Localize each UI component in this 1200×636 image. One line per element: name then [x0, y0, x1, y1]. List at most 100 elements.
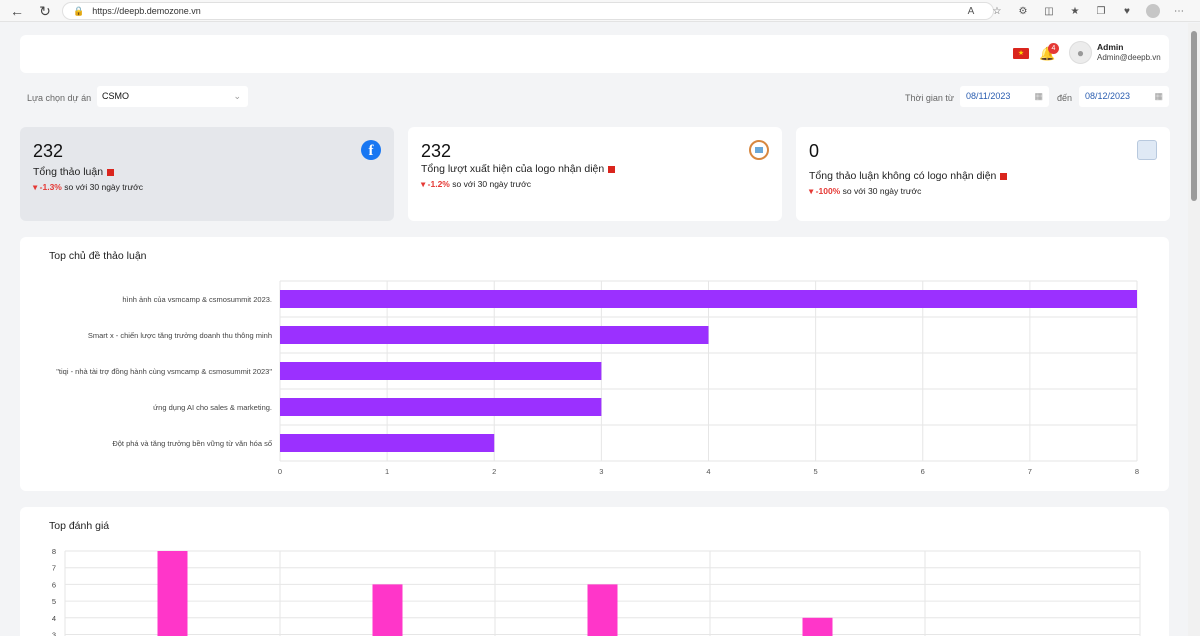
- project-label: Lựa chọn dự án: [27, 93, 92, 103]
- date-to-value: 08/12/2023: [1085, 91, 1131, 101]
- stat-change: ▾ -1.3% so với 30 ngày trước: [33, 182, 143, 193]
- read-aloud-icon[interactable]: A: [967, 5, 975, 17]
- x-tick-label: 0: [278, 467, 282, 476]
- y-tick-label: 6: [52, 580, 56, 589]
- document-icon: [1137, 140, 1157, 160]
- stat-change: ▾ -1.2% so với 30 ngày trước: [421, 179, 531, 190]
- y-tick-label: 5: [52, 597, 56, 606]
- topic-bar[interactable]: [280, 398, 602, 416]
- date-from-value: 08/11/2023: [966, 91, 1011, 101]
- info-flag-icon: [608, 165, 616, 173]
- date-to-label: đến: [1057, 93, 1073, 103]
- down-arrow-icon: ▾: [33, 182, 38, 192]
- topic-bar[interactable]: [280, 326, 709, 344]
- x-tick-label: 4: [706, 467, 710, 476]
- x-tick-label: 2: [492, 467, 496, 476]
- category-label: Đột phá và tăng trưởng bền vững từ văn h…: [112, 439, 272, 448]
- y-tick-label: 4: [52, 614, 56, 623]
- date-from-input[interactable]: 08/11/2023 ▦: [960, 86, 1049, 107]
- collections-icon[interactable]: ❐: [1096, 5, 1106, 17]
- scrollbar-thumb[interactable]: [1191, 31, 1197, 201]
- topic-bar[interactable]: [280, 434, 495, 452]
- stat-change-suffix: so với 30 ngày trước: [64, 182, 143, 192]
- stat-label: Tổng thảo luận: [33, 166, 115, 178]
- topic-bar[interactable]: [280, 362, 602, 380]
- category-label: Smart x - chiến lược tăng trưởng doanh t…: [88, 331, 272, 340]
- stat-change: ▾ -100% so với 30 ngày trước: [809, 186, 921, 197]
- stat-change-suffix: so với 30 ngày trước: [452, 179, 531, 189]
- top-topics-chart: 0 1 2 3 4 5 6 7 8 hình ảnh của vsmcamp & csmosumm…: [56, 280, 1139, 476]
- stat-card-no-logo-discussions[interactable]: 0 Tổng thảo luận không có logo nhận diện…: [796, 127, 1170, 221]
- stat-value: 0: [809, 141, 820, 161]
- top-ratings-panel: Top đánh giá 8 7 6 5 4 3: [20, 507, 1169, 636]
- stat-change-suffix: so với 30 ngày trước: [842, 186, 922, 196]
- stat-card-total-discussions[interactable]: 232 Tổng thảo luận ▾ -1.3% so với 30 ngà…: [20, 127, 394, 221]
- stat-label-text: Tổng thảo luận không có logo nhận diện: [809, 170, 997, 182]
- user-name[interactable]: Admin: [1097, 42, 1124, 52]
- stat-label-text: Tổng thảo luận: [33, 166, 104, 178]
- profile-icon[interactable]: [1144, 2, 1162, 20]
- stat-change-value: -100%: [815, 186, 841, 196]
- extensions-icon[interactable]: ⚙: [1018, 5, 1028, 17]
- user-avatar[interactable]: ●: [1069, 41, 1092, 64]
- browser-actions: A ☆ ⚙ ◫ ★ ❐ ♥ ⋯: [962, 2, 1188, 20]
- time-from-label: Thời gian từ: [905, 93, 954, 103]
- stat-label: Tổng thảo luận không có logo nhận diện: [809, 170, 1008, 182]
- facebook-icon: f: [361, 140, 381, 160]
- category-label: hình ảnh của vsmcamp & csmosummit 2023.: [122, 295, 272, 304]
- project-select[interactable]: CSMO ⌄: [97, 86, 248, 107]
- split-screen-icon[interactable]: ◫: [1044, 5, 1054, 17]
- more-menu-icon[interactable]: ⋯: [1174, 5, 1184, 17]
- calendar-icon: ▦: [1154, 91, 1163, 101]
- x-tick-label: 6: [921, 467, 925, 476]
- stat-value: 232: [421, 141, 452, 161]
- x-tick-label: 7: [1028, 467, 1032, 476]
- y-tick-label: 3: [52, 631, 56, 636]
- stat-card-logo-appearances[interactable]: 232 Tổng lượt xuất hiện của logo nhận di…: [408, 127, 782, 221]
- y-tick-label: 7: [52, 564, 56, 573]
- project-select-value: CSMO: [102, 91, 129, 101]
- stat-label-text: Tổng lượt xuất hiện của logo nhận diện: [421, 163, 605, 175]
- stat-change-value: -1.3%: [39, 182, 62, 192]
- down-arrow-icon: ▾: [421, 179, 426, 189]
- user-email: Admin@deepb.vn: [1097, 53, 1161, 62]
- browser-toolbar: ← ↻ 🔒 https://deepb.demozone.vn A ☆ ⚙ ◫ …: [0, 0, 1200, 22]
- back-icon[interactable]: ←: [10, 3, 24, 19]
- x-tick-label: 1: [385, 467, 389, 476]
- app-header: ★ 🔔 4 ● Admin Admin@deepb.vn: [20, 35, 1169, 73]
- rating-bar[interactable]: [587, 584, 618, 636]
- image-icon: [749, 140, 769, 160]
- topic-bar[interactable]: [280, 290, 1137, 308]
- top-ratings-title: Top đánh giá: [49, 520, 110, 532]
- rating-bar[interactable]: [802, 617, 833, 636]
- date-to-input[interactable]: 08/12/2023 ▦: [1079, 86, 1169, 107]
- chevron-down-icon: ⌄: [233, 91, 241, 101]
- x-tick-label: 5: [814, 467, 818, 476]
- favorites-icon[interactable]: ★: [1070, 5, 1080, 17]
- top-topics-panel: Top chủ đề thảo luận 0 1 2 3 4 5 6 7 8 hình ảnh c…: [20, 237, 1169, 491]
- address-bar[interactable]: 🔒 https://deepb.demozone.vn: [62, 2, 994, 20]
- calendar-icon: ▦: [1034, 91, 1043, 101]
- top-topics-title: Top chủ đề thảo luận: [49, 250, 147, 262]
- browser-essentials-icon[interactable]: ♥: [1124, 5, 1130, 17]
- page-scrollbar[interactable]: [1188, 23, 1200, 636]
- category-label: "tiqi - nhà tài trợ đồng hành cùng vsmca…: [56, 367, 272, 376]
- down-arrow-icon: ▾: [809, 186, 814, 196]
- category-label: ứng dụng AI cho sales & marketing.: [153, 403, 272, 412]
- stat-label: Tổng lượt xuất hiện của logo nhận diện: [421, 163, 616, 175]
- vietnam-flag-icon[interactable]: ★: [1013, 48, 1029, 59]
- rating-bar[interactable]: [157, 551, 188, 636]
- info-flag-icon: [107, 168, 115, 176]
- top-ratings-chart: 8 7 6 5 4 3: [52, 547, 1141, 636]
- x-tick-label: 8: [1135, 467, 1139, 476]
- rating-bar[interactable]: [372, 584, 403, 636]
- stat-change-value: -1.2%: [427, 179, 450, 189]
- notification-badge: 4: [1048, 43, 1059, 54]
- info-flag-icon: [1000, 172, 1008, 180]
- x-tick-label: 3: [599, 467, 603, 476]
- url-text: https://deepb.demozone.vn: [92, 6, 201, 16]
- favorite-star-icon[interactable]: ☆: [992, 5, 1002, 17]
- reload-icon[interactable]: ↻: [39, 2, 51, 19]
- y-tick-label: 8: [52, 547, 56, 556]
- lock-icon: 🔒: [73, 5, 85, 16]
